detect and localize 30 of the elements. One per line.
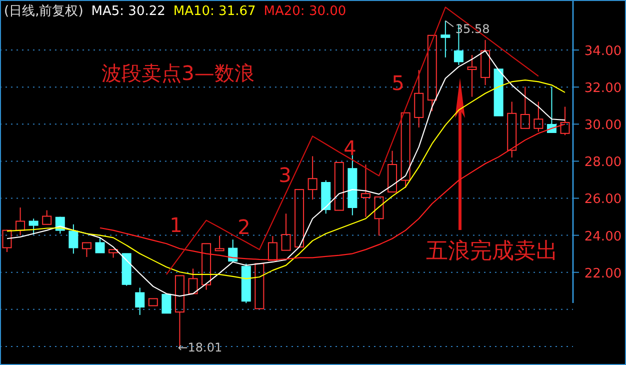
annotation: 2: [238, 215, 250, 239]
y-tick-label: 26.00: [584, 192, 622, 208]
annotation: 波段卖点3—数浪: [102, 61, 254, 85]
candlestick: [480, 40, 490, 86]
annotation: 1: [170, 213, 182, 237]
text: MA5: 30.22: [91, 4, 166, 19]
y-tick-label: 24.00: [584, 229, 622, 244]
y-tick-label: 30.00: [584, 118, 622, 134]
annotation: ←18.01: [178, 340, 222, 354]
y-tick-label: 28.00: [584, 155, 622, 170]
candlestick: [360, 164, 370, 218]
candlestick: [2, 230, 12, 252]
candlestick: [467, 54, 477, 98]
candlestick: [135, 287, 145, 316]
annotation: 五浪完成卖出: [426, 239, 558, 264]
candlestick: [348, 154, 358, 216]
candlestick: [414, 70, 424, 128]
y-tick-label: 22.00: [584, 266, 622, 282]
candlestick: [507, 101, 517, 158]
chart-title: (日线,前复权): [4, 4, 84, 19]
y-tick-label: 32.00: [584, 81, 622, 96]
annotation: 3: [278, 163, 292, 187]
candlestick: [440, 20, 450, 58]
annotation: 5: [392, 71, 404, 95]
annotation: 4: [344, 136, 356, 160]
text: MA20: 30.00: [264, 4, 346, 19]
candlestick: [308, 156, 318, 200]
text: MA10: 31.67: [173, 4, 256, 19]
candlestick: [16, 207, 26, 236]
y-tick-label: 34.00: [584, 44, 622, 60]
